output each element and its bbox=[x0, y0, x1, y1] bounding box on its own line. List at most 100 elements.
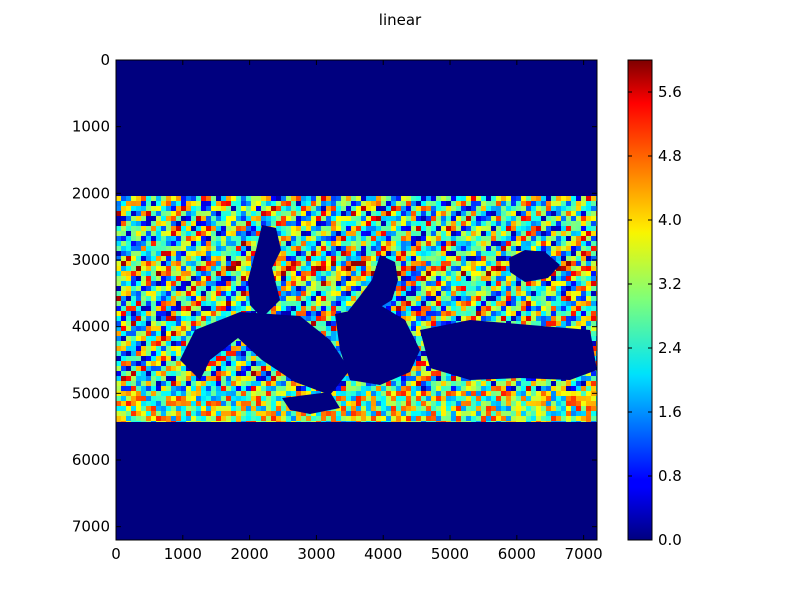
heat-cell bbox=[271, 196, 276, 201]
heat-cell bbox=[416, 361, 421, 366]
heat-cell bbox=[206, 236, 211, 241]
heat-cell bbox=[576, 401, 581, 406]
heat-cell bbox=[391, 391, 396, 396]
heat-cell bbox=[186, 391, 191, 396]
heat-cell bbox=[251, 351, 256, 356]
heat-cell bbox=[196, 386, 201, 391]
heat-cell bbox=[126, 381, 131, 386]
heat-cell bbox=[271, 411, 276, 416]
heat-cell bbox=[136, 341, 141, 346]
heat-cell bbox=[561, 216, 566, 221]
heat-cell bbox=[326, 326, 331, 331]
heat-cell bbox=[141, 311, 146, 316]
heat-cell bbox=[421, 301, 426, 306]
heat-cell bbox=[376, 396, 381, 401]
heat-cell bbox=[166, 366, 171, 371]
heat-cell bbox=[121, 346, 126, 351]
heat-cell bbox=[141, 211, 146, 216]
heat-cell bbox=[296, 391, 301, 396]
heat-cell bbox=[486, 196, 491, 201]
heat-cell bbox=[161, 366, 166, 371]
heat-cell bbox=[131, 316, 136, 321]
heat-cell bbox=[146, 396, 151, 401]
heat-cell bbox=[146, 341, 151, 346]
heat-cell bbox=[436, 276, 441, 281]
heat-cell bbox=[506, 286, 511, 291]
heat-cell bbox=[251, 401, 256, 406]
heat-cell bbox=[151, 406, 156, 411]
heat-cell bbox=[216, 301, 221, 306]
heat-cell bbox=[151, 256, 156, 261]
heat-cell bbox=[186, 376, 191, 381]
heat-cell bbox=[136, 276, 141, 281]
heat-cell bbox=[131, 231, 136, 236]
heat-cell bbox=[401, 421, 406, 422]
heat-cell bbox=[116, 401, 121, 406]
heat-cell bbox=[376, 216, 381, 221]
heat-cell bbox=[421, 266, 426, 271]
heat-cell bbox=[176, 301, 181, 306]
heat-cell bbox=[336, 416, 341, 421]
heat-cell bbox=[466, 281, 471, 286]
heat-cell bbox=[176, 356, 181, 361]
heat-cell bbox=[226, 291, 231, 296]
heat-cell bbox=[561, 211, 566, 216]
heat-cell bbox=[591, 231, 596, 236]
heat-cell bbox=[586, 406, 591, 411]
heat-cell bbox=[381, 211, 386, 216]
heat-cell bbox=[261, 216, 266, 221]
heat-cell bbox=[566, 311, 571, 316]
heat-cell bbox=[411, 256, 416, 261]
heat-cell bbox=[326, 216, 331, 221]
heat-cell bbox=[581, 386, 586, 391]
heat-cell bbox=[246, 361, 251, 366]
colorbar-tick-label: 4.0 bbox=[658, 211, 682, 229]
heat-cell bbox=[126, 311, 131, 316]
heat-cell bbox=[431, 216, 436, 221]
heat-cell bbox=[426, 321, 431, 326]
heat-cell bbox=[201, 416, 206, 421]
heat-cell bbox=[571, 221, 576, 226]
heat-cell bbox=[496, 381, 501, 386]
heat-cell bbox=[526, 301, 531, 306]
heat-cell bbox=[431, 416, 436, 421]
heat-cell bbox=[371, 251, 376, 256]
heat-cell bbox=[186, 321, 191, 326]
heat-cell bbox=[136, 421, 141, 422]
heat-cell bbox=[121, 291, 126, 296]
heat-cell bbox=[546, 236, 551, 241]
heat-cell bbox=[216, 231, 221, 236]
heat-cell bbox=[506, 376, 511, 381]
heat-cell bbox=[221, 411, 226, 416]
heat-cell bbox=[166, 231, 171, 236]
heat-cell bbox=[521, 296, 526, 301]
heat-cell bbox=[411, 196, 416, 201]
heat-cell bbox=[191, 211, 196, 216]
heat-cell bbox=[286, 291, 291, 296]
heat-cell bbox=[476, 196, 481, 201]
heat-cell bbox=[241, 421, 246, 422]
heat-cell bbox=[321, 226, 326, 231]
heat-cell bbox=[116, 306, 121, 311]
x-tick-label: 0 bbox=[111, 545, 121, 563]
heat-cell bbox=[436, 236, 441, 241]
heat-cell bbox=[126, 371, 131, 376]
heat-cell bbox=[266, 196, 271, 201]
heat-cell bbox=[521, 386, 526, 391]
heat-cell bbox=[306, 211, 311, 216]
heat-cell bbox=[331, 231, 336, 236]
heat-cell bbox=[411, 291, 416, 296]
heat-cell bbox=[521, 246, 526, 251]
heat-cell bbox=[246, 236, 251, 241]
heat-cell bbox=[481, 406, 486, 411]
heat-cell bbox=[431, 251, 436, 256]
heat-cell bbox=[486, 216, 491, 221]
heat-cell bbox=[356, 206, 361, 211]
heat-cell bbox=[281, 236, 286, 241]
heat-cell bbox=[226, 351, 231, 356]
heat-cell bbox=[566, 386, 571, 391]
heat-cell bbox=[456, 386, 461, 391]
heat-cell bbox=[521, 391, 526, 396]
heat-cell bbox=[136, 391, 141, 396]
